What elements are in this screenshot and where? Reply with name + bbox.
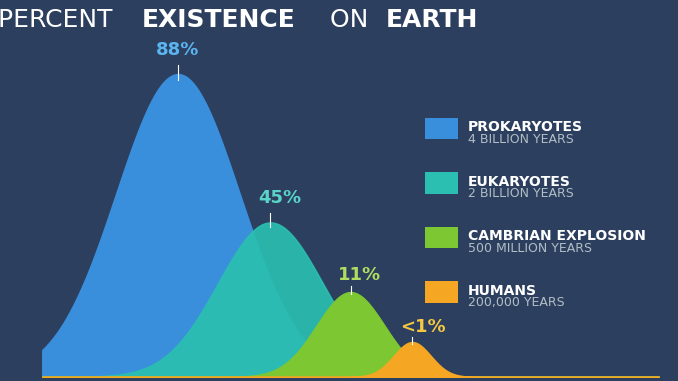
Text: PROKARYOTES: PROKARYOTES xyxy=(468,120,582,134)
Text: <1%: <1% xyxy=(401,318,446,336)
Text: PERCENT: PERCENT xyxy=(0,8,120,32)
Text: 200,000 YEARS: 200,000 YEARS xyxy=(468,296,564,309)
Text: HUMANS: HUMANS xyxy=(468,283,537,298)
Text: EXISTENCE: EXISTENCE xyxy=(141,8,295,32)
Text: EARTH: EARTH xyxy=(386,8,478,32)
Text: 500 MILLION YEARS: 500 MILLION YEARS xyxy=(468,242,592,255)
Text: EUKARYOTES: EUKARYOTES xyxy=(468,174,571,189)
Text: 4 BILLION YEARS: 4 BILLION YEARS xyxy=(468,133,574,146)
Text: 2 BILLION YEARS: 2 BILLION YEARS xyxy=(468,187,574,200)
Text: CAMBRIAN EXPLOSION: CAMBRIAN EXPLOSION xyxy=(468,229,645,243)
Text: 88%: 88% xyxy=(156,41,199,59)
Text: 11%: 11% xyxy=(338,266,381,285)
FancyBboxPatch shape xyxy=(424,282,458,303)
Text: ON: ON xyxy=(322,8,376,32)
FancyBboxPatch shape xyxy=(424,118,458,139)
FancyBboxPatch shape xyxy=(424,173,458,194)
FancyBboxPatch shape xyxy=(424,227,458,248)
Text: 45%: 45% xyxy=(258,189,301,207)
